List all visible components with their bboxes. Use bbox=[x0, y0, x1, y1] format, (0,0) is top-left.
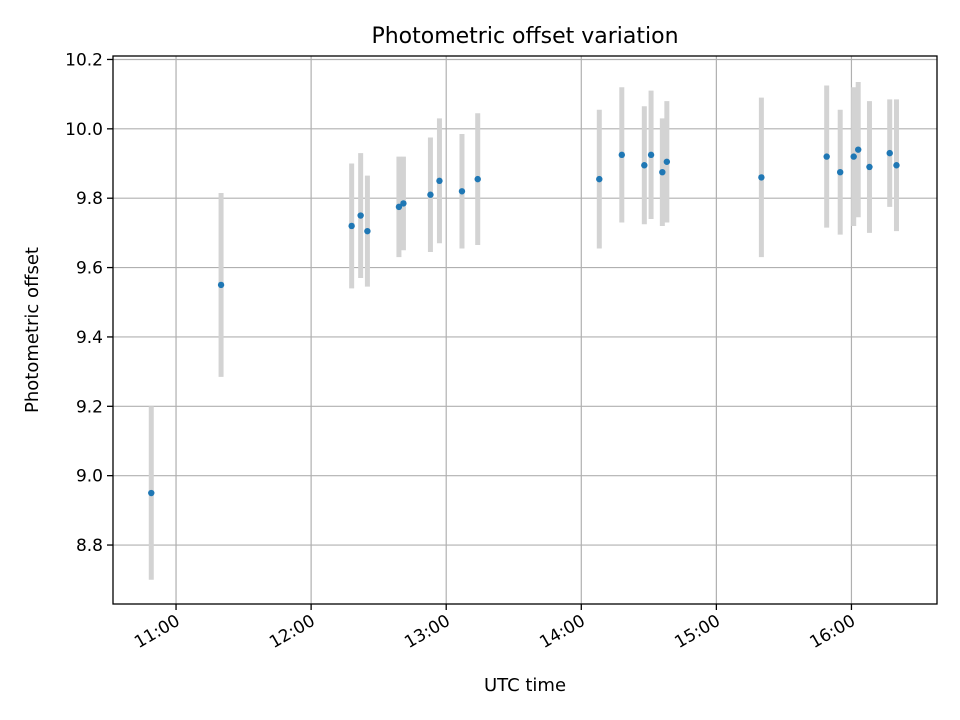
data-point bbox=[647, 151, 655, 159]
point-layer bbox=[148, 146, 900, 497]
data-point bbox=[850, 153, 857, 160]
data-point bbox=[659, 168, 666, 176]
y-tick-label: 9.8 bbox=[76, 189, 103, 209]
data-point bbox=[866, 163, 873, 171]
data-point bbox=[474, 175, 481, 183]
y-tick-label: 9.2 bbox=[76, 397, 103, 417]
y-tick-label: 10.0 bbox=[65, 120, 103, 140]
data-point bbox=[886, 149, 893, 157]
data-point bbox=[641, 162, 648, 169]
data-point bbox=[217, 281, 225, 289]
y-tick-label: 8.8 bbox=[76, 536, 103, 556]
data-point bbox=[357, 212, 364, 219]
y-tick-label: 9.6 bbox=[76, 259, 103, 279]
data-point bbox=[458, 188, 466, 195]
data-point bbox=[893, 162, 900, 169]
data-point bbox=[436, 177, 443, 185]
data-point bbox=[836, 168, 844, 176]
y-axis: 8.8 9.0 9.2 9.4 9.6 9.8 10.0 10.2 bbox=[65, 50, 113, 556]
y-axis-label: Photometric offset bbox=[22, 247, 43, 413]
data-point bbox=[427, 191, 434, 198]
data-point bbox=[395, 203, 403, 211]
x-axis-label: UTC time bbox=[484, 675, 566, 696]
plot-frame bbox=[112, 55, 938, 605]
data-point bbox=[348, 222, 355, 230]
data-point bbox=[618, 151, 626, 159]
data-point bbox=[364, 227, 371, 235]
data-point bbox=[758, 174, 765, 181]
y-tick-label: 10.2 bbox=[65, 50, 103, 70]
data-point bbox=[400, 200, 407, 207]
data-point bbox=[823, 153, 830, 160]
data-point bbox=[148, 489, 155, 497]
y-tick-label: 9.0 bbox=[76, 467, 103, 487]
y-tick-label: 9.4 bbox=[76, 328, 103, 348]
chart-title: Photometric offset variation bbox=[371, 24, 678, 49]
data-point bbox=[663, 158, 671, 165]
data-point bbox=[596, 175, 603, 183]
data-point bbox=[855, 146, 862, 153]
